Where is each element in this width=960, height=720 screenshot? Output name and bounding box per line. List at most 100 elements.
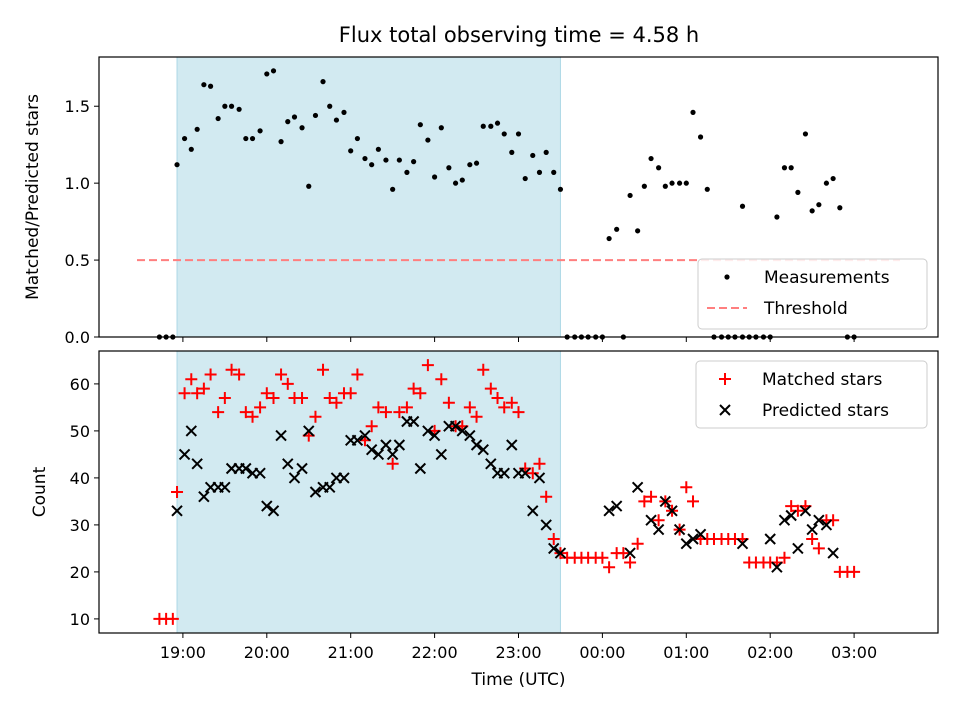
measurement-point (690, 109, 696, 115)
measurement-point (207, 83, 214, 89)
measurement-point (215, 115, 221, 122)
y-tick-label: 10 (70, 610, 90, 629)
legend-label: Predicted stars (762, 401, 889, 421)
predicted-point (407, 415, 420, 428)
predicted-point (261, 500, 273, 512)
matched-point (379, 406, 392, 419)
matched-point (372, 401, 385, 414)
predicted-point (485, 458, 497, 470)
predicted-point (282, 458, 294, 470)
matched-point (806, 533, 819, 545)
y-tick-label: 30 (70, 516, 90, 535)
measurement-point (188, 146, 194, 152)
x-tick-label: 19:00 (160, 643, 206, 662)
measurement-point (411, 159, 417, 165)
predicted-point (799, 505, 812, 517)
matched-point (233, 368, 246, 381)
chart-title: Flux total observing time = 4.58 h (339, 23, 699, 47)
measurement-point (830, 175, 836, 182)
legend-plus-icon (719, 373, 731, 385)
predicted-point (470, 439, 483, 451)
measurement-point (774, 214, 780, 220)
top-panel-measurements-ratio: 0.0 0.5 1.0 1.5 Matched/Predicted stars Measu… (23, 56, 939, 347)
matched-point (778, 551, 791, 564)
matched-point (638, 495, 651, 508)
predicted-point (519, 467, 531, 479)
measurement-point (480, 123, 486, 129)
matched-point (275, 368, 288, 381)
matched-point (617, 547, 630, 560)
matched-point (246, 410, 259, 423)
matched-point (652, 514, 665, 527)
matched-point (218, 392, 231, 404)
measurement-point (278, 139, 284, 145)
measurement-point (551, 169, 557, 175)
measurement-point (432, 174, 438, 180)
measurement-point (557, 186, 564, 192)
predicted-point (666, 505, 678, 517)
legend-entry: Measurements (724, 268, 890, 288)
matched-point (484, 382, 497, 395)
matched-point (254, 401, 267, 414)
measurement-point (627, 192, 633, 199)
matched-point (386, 457, 399, 470)
measurement-point (348, 148, 354, 154)
matched-point (848, 565, 861, 578)
x-tick-label: 20:00 (244, 643, 290, 662)
measurement-point (369, 162, 375, 168)
measurement-point (201, 82, 207, 88)
matched-point (323, 392, 336, 404)
y-tick-label: 60 (70, 375, 90, 394)
predicted-point (820, 519, 833, 531)
measurement-point (243, 135, 249, 142)
measurement-point (473, 160, 480, 166)
measurement-point (312, 112, 319, 119)
measurement-point (795, 189, 801, 195)
matched-point (309, 410, 322, 423)
measurement-point (494, 120, 501, 126)
matched-point (812, 542, 825, 555)
matched-point (463, 401, 476, 414)
matched-point (166, 612, 179, 625)
matched-point (540, 490, 553, 503)
x-tick-label: 22:00 (412, 643, 458, 662)
predicted-point (449, 420, 462, 432)
legend: Measurements Threshold (697, 258, 928, 330)
predicted-point (178, 448, 191, 461)
matched-point (533, 457, 546, 470)
predicted-point (324, 481, 336, 494)
predicted-point (185, 425, 197, 437)
measurement-point (648, 155, 654, 162)
matched-point (239, 406, 252, 419)
matched-point (281, 377, 294, 390)
measurement-point (662, 183, 668, 189)
predicted-point (464, 429, 476, 442)
measurement-point (181, 135, 188, 142)
predicted-point (506, 439, 518, 451)
predicted-point (631, 481, 644, 494)
predicted-point (435, 448, 448, 461)
x-tick-label: 03:00 (831, 643, 877, 662)
predicted-point (477, 443, 489, 456)
measurement-point (823, 180, 830, 186)
matched-point (526, 467, 539, 480)
predicted-point (792, 542, 804, 555)
measurement-point (656, 165, 662, 171)
measurement-point (522, 175, 528, 182)
y-tick-label: 0.5 (65, 251, 90, 270)
measurement-point (320, 79, 326, 85)
matched-point (498, 401, 511, 414)
measurement-point (614, 226, 620, 232)
matched-point (421, 359, 434, 372)
matched-point (204, 368, 217, 381)
matched-point (260, 387, 273, 400)
matched-point (191, 387, 204, 400)
predicted-point (527, 505, 539, 517)
predicted-point (548, 542, 560, 555)
predicted-point (254, 467, 266, 479)
measurement-point (452, 180, 459, 186)
series-predicted-stars (171, 415, 839, 573)
legend-entry: Matched stars (719, 370, 882, 390)
measurement-point (536, 169, 543, 175)
